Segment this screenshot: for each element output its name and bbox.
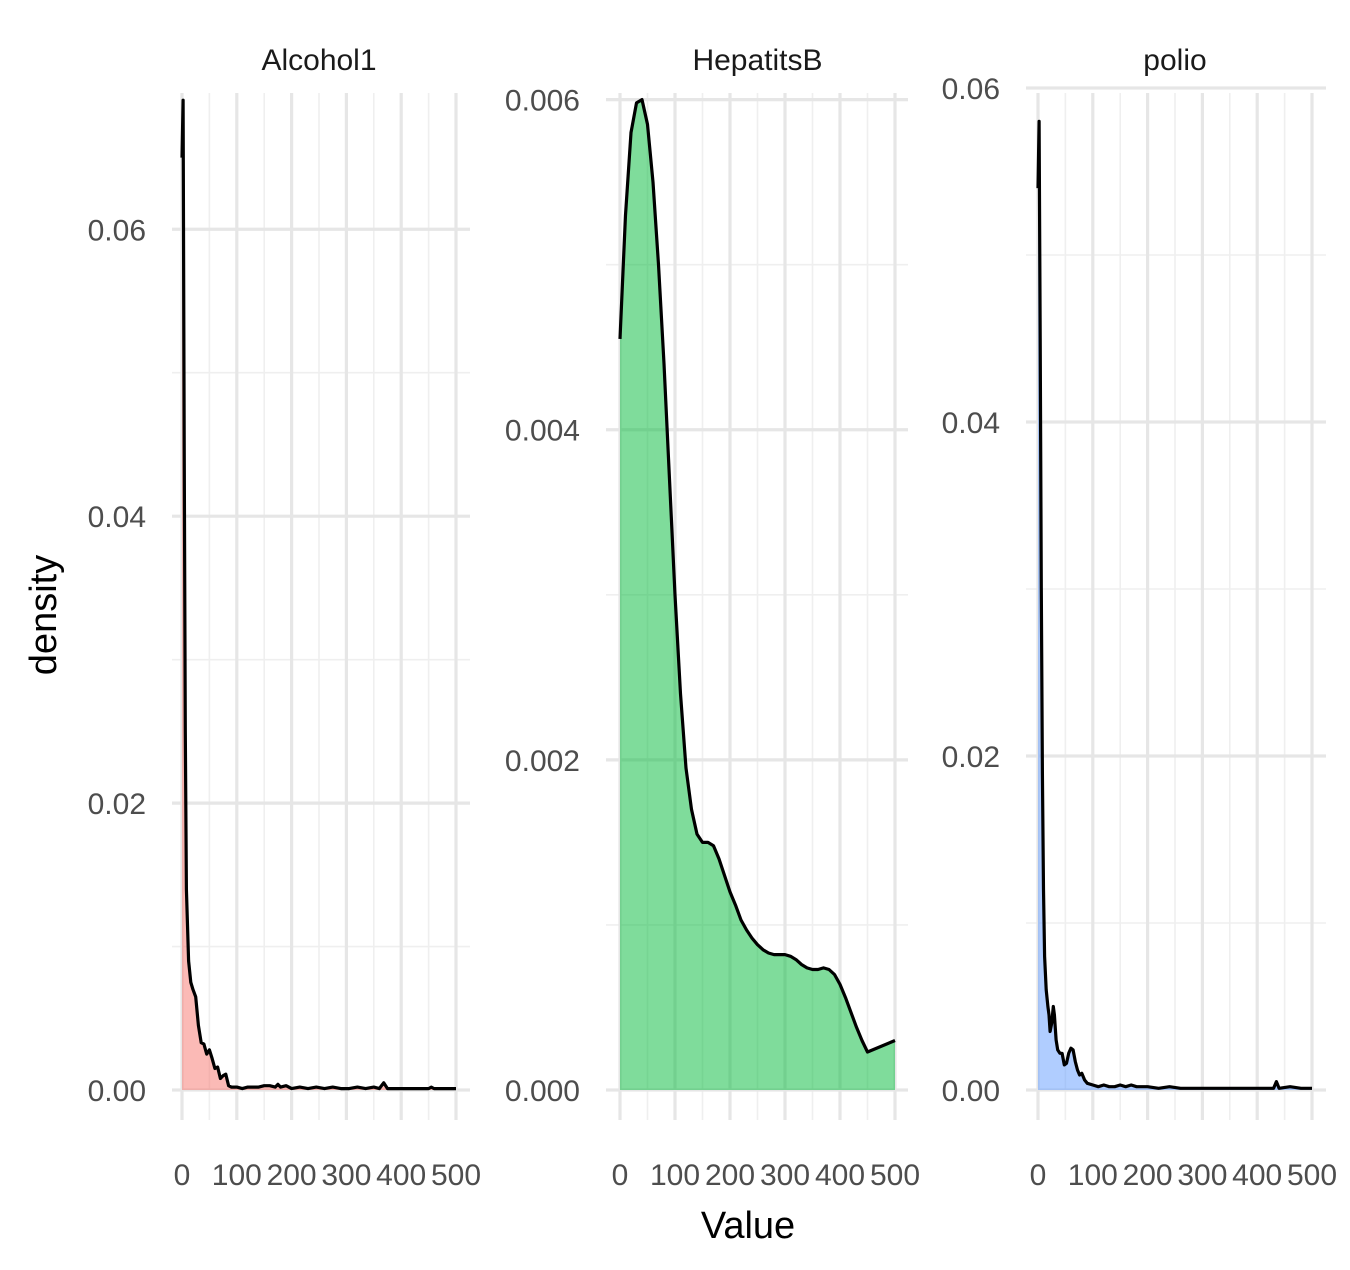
x-tick-label: 0 xyxy=(174,1159,191,1192)
panel-hepatitsb: HepatitsB 0.000 0.002 0.004 0.006 0 100 200 300 4… xyxy=(505,44,920,1192)
y-tick-label: 0.000 xyxy=(505,1075,580,1108)
panel-polio: polio 0.00 0.02 0.04 0.06 0 100 200 300 400 500 xyxy=(942,44,1337,1192)
density-line-polio xyxy=(1036,119,1312,1090)
y-tick-label: 0.02 xyxy=(88,788,146,821)
y-axis-title: density xyxy=(23,555,65,675)
x-tick-label: 400 xyxy=(376,1159,426,1192)
x-tick-label: 0 xyxy=(612,1159,629,1192)
x-tick-label: 500 xyxy=(431,1159,481,1192)
facet-label: HepatitsB xyxy=(692,44,822,77)
density-area-hepatitsb xyxy=(620,99,895,1091)
x-tick-label: 300 xyxy=(321,1159,371,1192)
x-tick-label: 400 xyxy=(1232,1159,1282,1192)
y-tick-label: 0.006 xyxy=(505,85,580,118)
density-line-hepatitsb xyxy=(618,98,896,1054)
y-tick-label: 0.06 xyxy=(88,214,146,247)
x-tick-label: 500 xyxy=(1287,1159,1337,1192)
panel-alcohol1: Alcohol1 0.00 0.02 0.04 0.06 0 100 200 300 400 500 xyxy=(88,44,481,1192)
x-tick-label: 0 xyxy=(1030,1159,1047,1192)
facet-label: Alcohol1 xyxy=(261,44,376,77)
x-tick-label: 300 xyxy=(760,1159,810,1192)
y-tick-label: 0.06 xyxy=(942,73,1000,106)
x-tick-label: 100 xyxy=(1068,1159,1118,1192)
y-tick-label: 0.02 xyxy=(942,741,1000,774)
x-axis-title: Value xyxy=(701,1205,795,1247)
x-tick-label: 300 xyxy=(1177,1159,1227,1192)
y-tick-label: 0.00 xyxy=(88,1075,146,1108)
facet-label: polio xyxy=(1143,44,1206,77)
y-tick-label: 0.002 xyxy=(505,745,580,778)
x-tick-label: 200 xyxy=(267,1159,317,1192)
x-tick-label: 200 xyxy=(1123,1159,1173,1192)
y-tick-label: 0.004 xyxy=(505,415,580,448)
y-tick-label: 0.04 xyxy=(942,407,1000,440)
x-tick-label: 100 xyxy=(212,1159,262,1192)
x-tick-label: 400 xyxy=(815,1159,865,1192)
x-tick-label: 200 xyxy=(705,1159,755,1192)
y-tick-label: 0.04 xyxy=(88,501,146,534)
density-line-alcohol1 xyxy=(180,98,456,1091)
y-tick-label: 0.00 xyxy=(942,1075,1000,1108)
x-tick-label: 100 xyxy=(650,1159,700,1192)
x-tick-label: 500 xyxy=(870,1159,920,1192)
